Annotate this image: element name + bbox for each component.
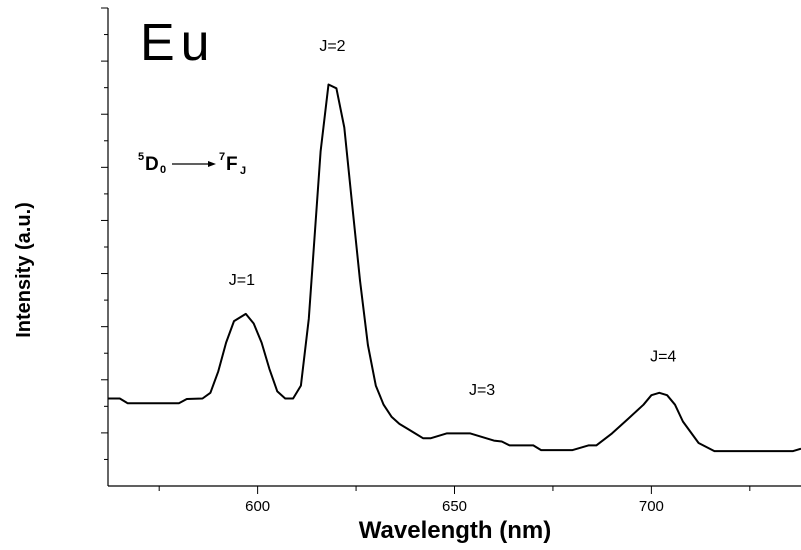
transition-upper-sup: 5 bbox=[138, 151, 144, 163]
transition-upper-main: D bbox=[145, 154, 159, 175]
x-tick-label: 650 bbox=[442, 498, 467, 515]
chart-axes bbox=[107, 8, 801, 487]
transition-lower-main: F bbox=[226, 154, 238, 175]
chart-series bbox=[108, 83, 801, 453]
transition-label: 5 D 0 7 F J bbox=[138, 151, 246, 177]
peak-label: J=4 bbox=[650, 349, 676, 366]
peak-label: J=1 bbox=[229, 272, 255, 289]
transition-lower-sup: 7 bbox=[219, 151, 225, 163]
chart-labels: Eu Wavelength (nm) Intensity (a.u.) 5 D … bbox=[13, 14, 676, 544]
transition-lower-sub: J bbox=[240, 165, 246, 177]
transition-upper-sub: 0 bbox=[160, 164, 166, 176]
y-axis-title: Intensity (a.u.) bbox=[13, 202, 35, 338]
x-axis-title: Wavelength (nm) bbox=[359, 517, 551, 544]
x-tick-label: 600 bbox=[245, 498, 270, 515]
chart-title: Eu bbox=[140, 14, 216, 72]
chart-ticks: 600 650 700 bbox=[101, 7, 751, 515]
transition-arrow-head bbox=[208, 161, 216, 167]
spectrum-line bbox=[108, 83, 801, 453]
peak-label: J=2 bbox=[319, 38, 345, 55]
peak-label: J=3 bbox=[469, 382, 495, 399]
x-tick-label: 700 bbox=[639, 498, 664, 515]
